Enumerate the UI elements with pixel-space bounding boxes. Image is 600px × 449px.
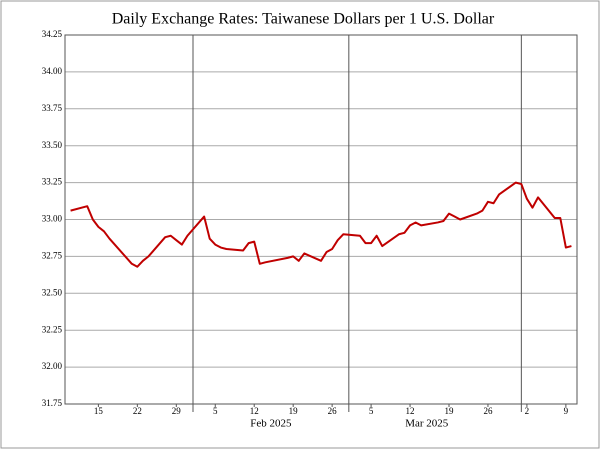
x-tick-label: 2	[525, 406, 530, 416]
x-tick-label: 9	[564, 406, 569, 416]
y-tick-label: 32.25	[42, 324, 63, 334]
y-tick-label: 34.00	[42, 66, 63, 76]
x-tick-label: 5	[213, 406, 218, 416]
month-label: Mar 2025	[405, 418, 449, 430]
data-line	[70, 181, 572, 268]
y-tick-label: 33.75	[42, 103, 63, 113]
y-tick-label: 33.00	[42, 214, 63, 224]
y-tick-label: 34.25	[42, 29, 63, 39]
x-tick-label: 26	[483, 406, 493, 416]
x-tick-label: 12	[250, 406, 259, 416]
x-tick-label: 29	[172, 406, 182, 416]
y-tick-label: 31.75	[42, 398, 63, 408]
x-tick-label: 26	[328, 406, 338, 416]
x-tick-label: 22	[133, 406, 142, 416]
y-tick-label: 32.00	[42, 361, 63, 371]
chart-title: Daily Exchange Rates: Taiwanese Dollars …	[112, 11, 495, 28]
y-tick-label: 33.50	[42, 140, 63, 150]
x-tick-label: 5	[369, 406, 374, 416]
x-tick-label: 15	[94, 406, 104, 416]
x-tick-label: 19	[445, 406, 455, 416]
y-tick-label: 32.75	[42, 250, 63, 260]
x-tick-label: 12	[406, 406, 415, 416]
y-tick-label: 33.25	[42, 177, 63, 187]
plot-border	[64, 34, 578, 405]
month-label: Feb 2025	[250, 418, 292, 430]
y-tick-label: 32.50	[42, 287, 63, 297]
x-tick-label: 19	[289, 406, 299, 416]
